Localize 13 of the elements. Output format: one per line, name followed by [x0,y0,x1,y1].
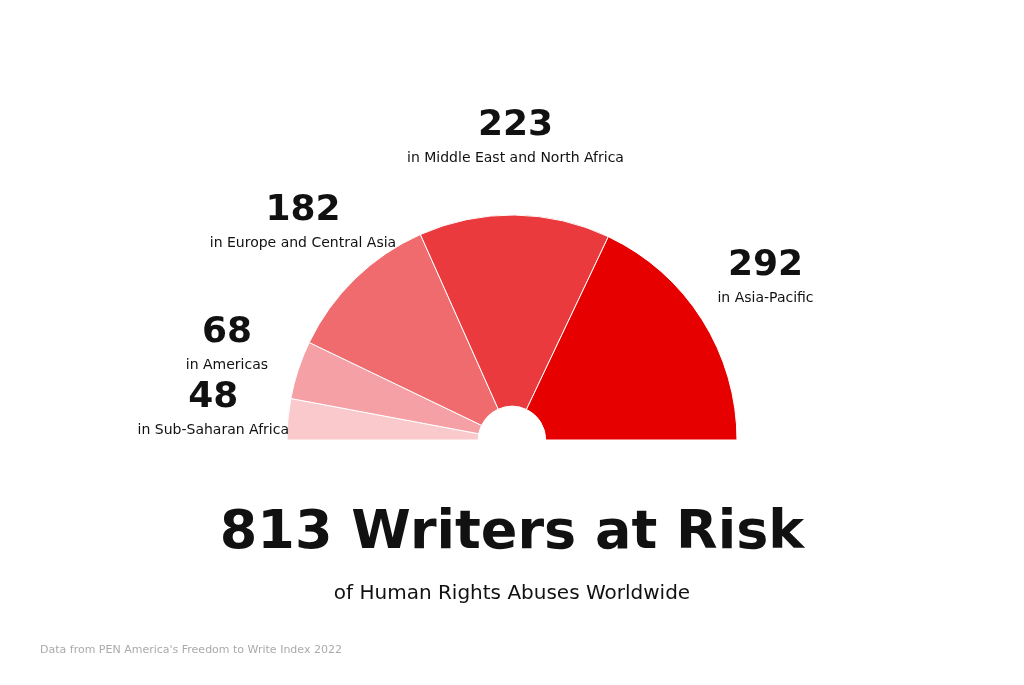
data-label: 292 [727,241,804,283]
text: 813 Writers at Risk [219,498,806,561]
text: Data from PEN America's Freedom to Write Index 2022 [40,643,342,656]
text: of Human Rights Abuses Worldwide [333,580,691,604]
data-label: 48 [188,374,239,416]
slice-label: in Sub-Saharan Africa [137,421,289,438]
data-label: 223 [477,102,554,144]
slice-label: in Middle East and North Africa [407,149,624,166]
data-label: 68 [201,308,252,350]
slice-label: in Asia-Pacific [717,288,814,305]
data-label: 182 [265,186,341,228]
slice-label: in Europe and Central Asia [209,233,397,250]
slice-label: in Americas [185,355,269,372]
